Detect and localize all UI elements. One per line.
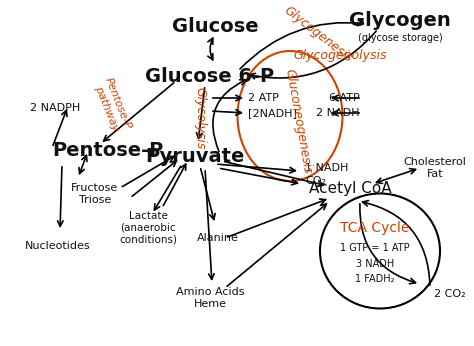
Text: 6 ATP: 6 ATP bbox=[329, 93, 360, 103]
Text: Acetyl CoA: Acetyl CoA bbox=[309, 182, 392, 197]
Text: Glucose: Glucose bbox=[172, 17, 258, 36]
Text: 2 NADH: 2 NADH bbox=[317, 108, 360, 118]
Text: Glycogenesis: Glycogenesis bbox=[282, 3, 355, 65]
Text: Glycogenolysis: Glycogenolysis bbox=[293, 49, 387, 63]
Text: 1 GTP = 1 ATP: 1 GTP = 1 ATP bbox=[340, 243, 410, 253]
Text: 2 NADPH: 2 NADPH bbox=[30, 103, 80, 113]
Text: 2 CO₂: 2 CO₂ bbox=[434, 289, 466, 299]
Text: [2NADH]: [2NADH] bbox=[248, 108, 297, 118]
Text: Cholesterol
Fat: Cholesterol Fat bbox=[403, 157, 466, 179]
Text: Glucose 6-P: Glucose 6-P bbox=[146, 66, 274, 85]
Text: Nucleotides: Nucleotides bbox=[25, 241, 91, 251]
Text: Glycogen: Glycogen bbox=[349, 11, 451, 30]
Text: Alanine: Alanine bbox=[197, 233, 239, 243]
Text: TCA Cycle: TCA Cycle bbox=[340, 221, 410, 235]
Text: 1 NADH: 1 NADH bbox=[305, 163, 348, 173]
Text: 1 FADH₂: 1 FADH₂ bbox=[355, 274, 395, 284]
Text: Amino Acids
Heme: Amino Acids Heme bbox=[176, 287, 244, 309]
Text: CO₂: CO₂ bbox=[305, 176, 326, 186]
Text: Pentose-P: Pentose-P bbox=[52, 142, 163, 161]
Text: (glycose storage): (glycose storage) bbox=[357, 33, 442, 43]
Text: Glycolysis: Glycolysis bbox=[193, 87, 207, 149]
Text: Lactate
(anaerobic
conditions): Lactate (anaerobic conditions) bbox=[119, 211, 177, 245]
Text: Pyruvate: Pyruvate bbox=[146, 146, 245, 165]
Text: Fructose
Triose: Fructose Triose bbox=[72, 183, 118, 205]
Text: 3 NADH: 3 NADH bbox=[356, 259, 394, 269]
Text: Pentose-P
pathway: Pentose-P pathway bbox=[91, 76, 132, 136]
Text: Gluconeogenesis: Gluconeogenesis bbox=[283, 67, 314, 175]
Text: 2 ATP: 2 ATP bbox=[248, 93, 279, 103]
